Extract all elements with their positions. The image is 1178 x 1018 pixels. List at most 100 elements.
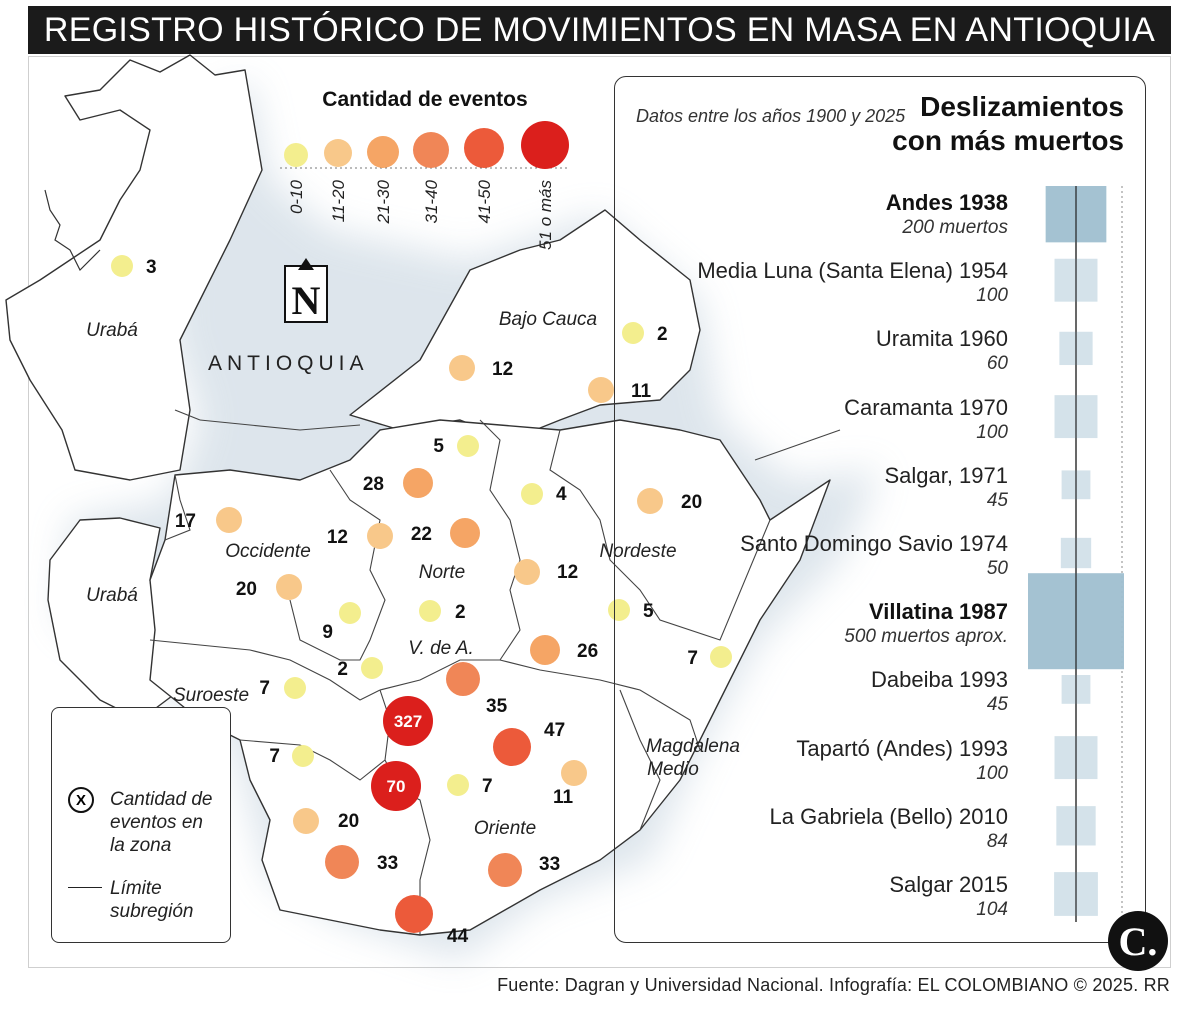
- region-label-8: Magdalena: [646, 736, 740, 757]
- event-count-19: 7: [687, 648, 698, 669]
- region-label-4: Norte: [419, 562, 465, 583]
- panel-note: Datos entre los años 1900 y 2025: [636, 104, 905, 129]
- event-count-26: 11: [553, 787, 574, 808]
- event-point-14: [419, 600, 441, 622]
- event-point-11: [514, 559, 540, 585]
- event-row-10: Salgar 2015 104: [548, 872, 1008, 922]
- event-point-12: [276, 574, 302, 600]
- region-label-3: Occidente: [225, 541, 311, 562]
- event-deaths: 50: [986, 558, 1008, 579]
- event-point-30: [395, 895, 433, 933]
- territory: [5, 54, 831, 936]
- event-name: Villatina 1987: [868, 599, 1008, 625]
- event-name: La Gabriela (Bello) 2010: [769, 803, 1008, 829]
- region-label-9: Medio: [647, 759, 699, 780]
- legend-marker-text: Cantidad de eventos en la zona: [110, 788, 220, 857]
- event-scale: Cantidad de eventos 0-10 11-20 21-30 31-40 4…: [280, 88, 570, 250]
- scale-label-2: 21-30: [374, 179, 393, 224]
- event-deaths: 104: [976, 899, 1008, 920]
- event-point-21: [383, 696, 433, 746]
- event-count-21: 327: [394, 712, 422, 731]
- scale-label-5: 51 o más: [536, 180, 555, 250]
- event-count-25: 7: [269, 746, 280, 767]
- event-name: Media Luna (Santa Elena) 1954: [697, 258, 1008, 284]
- scale-dot-2: [367, 136, 399, 168]
- event-point-26: [561, 760, 587, 786]
- event-deaths: 45: [986, 489, 1008, 511]
- legend-line-icon: [68, 887, 102, 888]
- event-row-4: Salgar, 1971 45: [548, 463, 1008, 513]
- event-deaths: 100: [976, 762, 1008, 784]
- event-deaths: 100: [976, 285, 1008, 307]
- panel-title-line1: Deslizamientos: [920, 91, 1124, 122]
- event-count-17: 26: [577, 641, 598, 662]
- scale-label-1: 11-20: [329, 179, 348, 222]
- event-name: Salgar, 1971: [884, 462, 1008, 488]
- region-label-5: Nordeste: [599, 541, 676, 562]
- scale-dot-5: [521, 121, 569, 169]
- legend-line-label: Límite subregión: [110, 878, 194, 922]
- event-count-24: 70: [387, 777, 406, 796]
- event-count-20: 35: [486, 696, 508, 717]
- deaths-panel: [614, 76, 1146, 943]
- page-title-text: REGISTRO HISTÓRICO DE MOVIMIENTOS EN MAS…: [43, 10, 1156, 49]
- event-name: Santo Domingo Savio 1974: [740, 531, 1008, 556]
- event-point-7: [637, 488, 663, 514]
- event-name: Tapartó (Andes) 1993: [796, 735, 1008, 761]
- scale-label-0: 0-10: [287, 179, 306, 214]
- event-count-2: 12: [492, 359, 513, 380]
- event-count-23: 7: [482, 776, 493, 797]
- antioquia-label: ANTIOQUIA: [208, 352, 369, 375]
- event-count-29: 33: [539, 854, 560, 875]
- gulf-detail: [44, 189, 101, 272]
- event-point-8: [216, 507, 242, 533]
- scale-dot-1: [324, 139, 352, 167]
- north-arrow-icon: N: [284, 258, 328, 323]
- event-row-2: Uramita 1960 60: [548, 326, 1008, 376]
- event-name: Caramanta 1970: [844, 394, 1008, 420]
- event-point-5: [403, 468, 433, 498]
- scale-label-4: 41-50: [475, 179, 494, 223]
- event-row-8: Tapartó (Andes) 1993 100: [548, 736, 1008, 786]
- event-point-6: [521, 483, 543, 505]
- event-point-29: [488, 853, 522, 887]
- scale-title: Cantidad de eventos: [322, 88, 527, 111]
- event-name: Uramita 1960: [875, 326, 1008, 352]
- event-count-1: 2: [657, 324, 668, 345]
- event-count-15: 5: [643, 601, 654, 622]
- event-point-28: [325, 845, 359, 879]
- event-point-18: [284, 677, 306, 699]
- event-count-9: 12: [327, 527, 348, 548]
- scale-dot-0: [284, 143, 308, 167]
- event-point-20: [446, 662, 480, 696]
- event-row-1: Media Luna (Santa Elena) 1954 100: [548, 258, 1008, 308]
- map-legend: [51, 707, 231, 943]
- event-count-11: 12: [557, 562, 578, 583]
- event-count-4: 5: [433, 436, 444, 457]
- scale-dot-3: [413, 132, 449, 168]
- event-point-4: [457, 435, 479, 457]
- event-point-1: [622, 322, 644, 344]
- event-point-15: [608, 599, 630, 621]
- event-deaths: 60: [986, 353, 1008, 375]
- region-labels: Urabá Urabá Bajo Cauca Occidente Norte Nordes…: [86, 309, 740, 839]
- event-point-22: [493, 728, 531, 766]
- el-colombiano-logo: C.: [1108, 911, 1168, 971]
- event-count-16: 2: [337, 659, 348, 680]
- scale-label-3: 31-40: [422, 179, 441, 223]
- event-count-13: 9: [322, 622, 333, 643]
- event-row-9: La Gabriela (Bello) 2010 84: [548, 804, 1008, 854]
- page-title: REGISTRO HISTÓRICO DE MOVIMIENTOS EN MAS…: [28, 6, 1171, 54]
- event-point-13: [339, 602, 361, 624]
- event-row-5: Santo Domingo Savio 1974 50: [548, 531, 1008, 581]
- event-point-17: [530, 635, 560, 665]
- event-point-23: [447, 774, 469, 796]
- event-point-16: [361, 657, 383, 679]
- event-deaths: 500 muertos aprox.: [844, 626, 1008, 648]
- panel-title: Deslizamientos con más muertos: [892, 90, 1124, 158]
- region-label-1: Urabá: [86, 585, 138, 606]
- event-count-8: 17: [175, 511, 196, 532]
- north-label: N: [292, 278, 321, 323]
